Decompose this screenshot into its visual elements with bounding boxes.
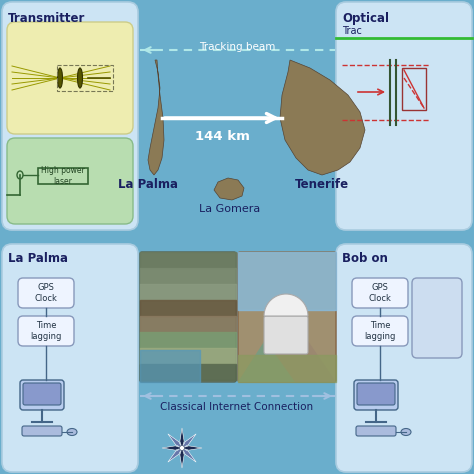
Polygon shape xyxy=(168,448,182,462)
Text: La Palma: La Palma xyxy=(118,178,178,191)
FancyBboxPatch shape xyxy=(412,278,462,358)
Text: Time
lagging: Time lagging xyxy=(30,321,62,341)
Polygon shape xyxy=(182,434,196,448)
Ellipse shape xyxy=(180,446,184,450)
FancyBboxPatch shape xyxy=(336,2,472,230)
FancyBboxPatch shape xyxy=(2,244,138,472)
Polygon shape xyxy=(264,294,308,316)
Text: Tenerife: Tenerife xyxy=(295,178,349,191)
Polygon shape xyxy=(238,310,336,382)
FancyBboxPatch shape xyxy=(352,278,408,308)
FancyBboxPatch shape xyxy=(357,383,395,405)
FancyBboxPatch shape xyxy=(2,2,138,230)
Ellipse shape xyxy=(401,428,411,436)
Polygon shape xyxy=(148,60,164,175)
Text: GPS
Clock: GPS Clock xyxy=(35,283,57,303)
Polygon shape xyxy=(214,178,244,200)
FancyBboxPatch shape xyxy=(7,22,133,134)
FancyBboxPatch shape xyxy=(20,380,64,410)
Text: La Gomera: La Gomera xyxy=(200,204,261,214)
Polygon shape xyxy=(238,340,295,382)
FancyBboxPatch shape xyxy=(22,426,62,436)
FancyBboxPatch shape xyxy=(140,252,236,382)
Text: Classical Internet Connection: Classical Internet Connection xyxy=(160,402,314,412)
Bar xyxy=(402,68,426,110)
Polygon shape xyxy=(162,446,182,450)
FancyBboxPatch shape xyxy=(18,278,74,308)
Polygon shape xyxy=(182,446,202,450)
FancyBboxPatch shape xyxy=(356,426,396,436)
FancyBboxPatch shape xyxy=(336,244,472,472)
Text: 144 km: 144 km xyxy=(194,130,249,143)
Text: GPS
Clock: GPS Clock xyxy=(369,283,392,303)
Text: High power
laser: High power laser xyxy=(41,166,85,186)
Ellipse shape xyxy=(67,428,77,436)
Text: Trac: Trac xyxy=(342,26,362,36)
Text: Transmitter: Transmitter xyxy=(8,12,85,25)
FancyBboxPatch shape xyxy=(352,316,408,346)
FancyBboxPatch shape xyxy=(238,252,336,382)
Polygon shape xyxy=(182,448,196,462)
FancyBboxPatch shape xyxy=(18,316,74,346)
FancyBboxPatch shape xyxy=(7,138,133,224)
FancyBboxPatch shape xyxy=(354,380,398,410)
Polygon shape xyxy=(168,434,182,448)
Polygon shape xyxy=(180,448,184,468)
Text: Tracking beam: Tracking beam xyxy=(199,42,275,52)
Bar xyxy=(38,168,88,184)
Polygon shape xyxy=(280,60,365,175)
FancyBboxPatch shape xyxy=(23,383,61,405)
FancyBboxPatch shape xyxy=(264,316,308,354)
Text: Time
lagging: Time lagging xyxy=(365,321,396,341)
Bar xyxy=(57,65,113,91)
Text: Bob on: Bob on xyxy=(342,252,388,265)
Ellipse shape xyxy=(78,68,82,88)
Polygon shape xyxy=(180,428,184,448)
Text: Optical: Optical xyxy=(342,12,389,25)
Ellipse shape xyxy=(57,68,63,88)
Text: La Palma: La Palma xyxy=(8,252,68,265)
